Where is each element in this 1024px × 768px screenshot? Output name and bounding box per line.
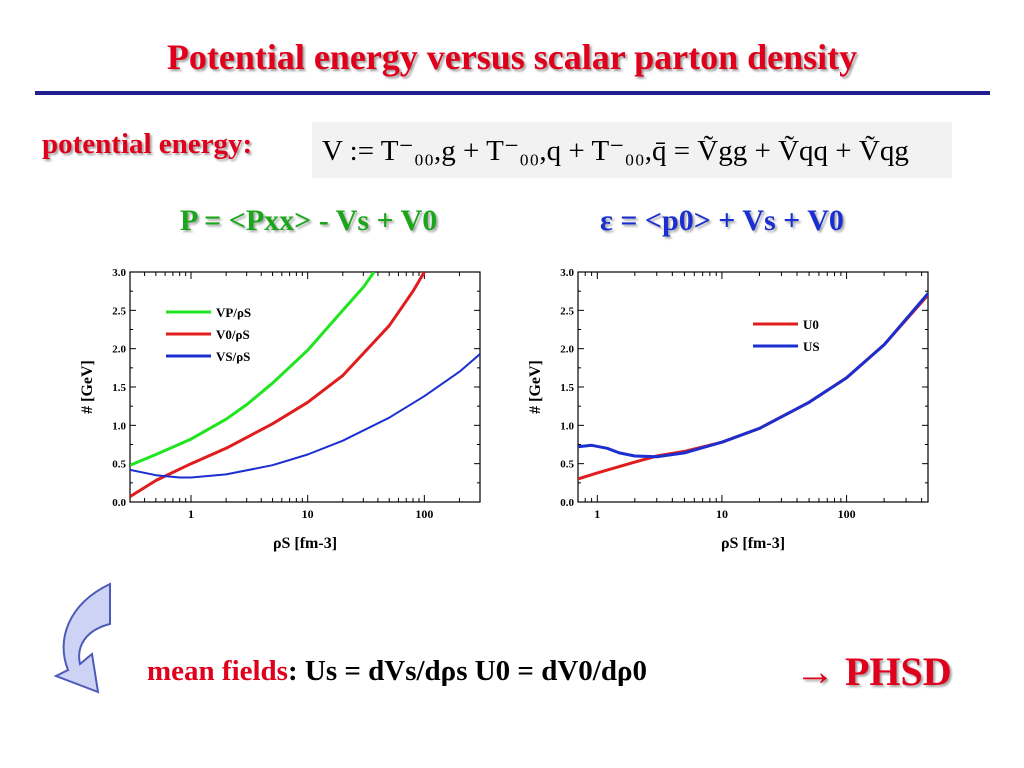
- legend-label: US: [803, 339, 820, 354]
- phsd-label: → PHSD: [795, 648, 952, 695]
- y-tick-label: 3.0: [112, 267, 126, 279]
- title-divider: [35, 91, 990, 95]
- energy-density-equation: ε = <p0> + Vs + V0: [600, 204, 844, 237]
- y-tick-label: 0.5: [560, 459, 574, 471]
- x-tick-label: 1: [594, 507, 600, 521]
- y-tick-label: 3.0: [560, 267, 574, 279]
- y-tick-label: 0.0: [560, 497, 574, 509]
- y-axis-label: # [GeV]: [527, 360, 544, 414]
- y-tick-label: 2.5: [112, 305, 126, 317]
- x-tick-label: 100: [415, 507, 433, 521]
- legend-label: VP/ρS: [216, 305, 251, 320]
- y-tick-label: 1.0: [112, 420, 126, 432]
- left-chart-svg: 0.0 0.5 1.0 1.5 2.0 2.5 3.0 1 10 100 # [GeV] ρS [fm…: [79, 267, 481, 552]
- legend-label: U0: [803, 317, 819, 332]
- right-chart: 0.0 0.5 1.0 1.5 2.0 2.5 3.0 1 10 100 # [GeV] ρS [fm…: [518, 262, 948, 567]
- legend-label: V0/ρS: [216, 327, 250, 342]
- x-axis-label: ρS [fm-3]: [273, 535, 337, 552]
- series-line-1: [130, 272, 376, 467]
- y-tick-label: 1.5: [560, 382, 574, 394]
- mean-fields-equations: : Us = dVs/dρs U0 = dV0/dρ0: [287, 655, 647, 687]
- potential-energy-label: potential energy:: [42, 128, 253, 160]
- potential-formula: V := T⁻₀₀,g + T⁻₀₀,q + T⁻₀₀,q̄ = Ṽgg + Ṽ…: [312, 122, 952, 178]
- legend-label: VS/ρS: [216, 349, 250, 364]
- plot-frame: [577, 271, 929, 503]
- right-chart-svg: 0.0 0.5 1.0 1.5 2.0 2.5 3.0 1 10 100 # [GeV] ρS [fm…: [527, 267, 929, 552]
- y-tick-label: 2.0: [560, 344, 574, 356]
- y-tick-label: 0.5: [112, 459, 126, 471]
- series-line-2: [578, 292, 928, 459]
- series-line-3: [130, 353, 480, 479]
- x-tick-label: 1: [188, 507, 194, 521]
- left-chart: 0.0 0.5 1.0 1.5 2.0 2.5 3.0 1 10 100 # [GeV] ρS [fm…: [70, 262, 500, 567]
- y-tick-label: 1.5: [112, 382, 126, 394]
- x-tick-label: 10: [302, 507, 314, 521]
- y-tick-label: 1.0: [560, 420, 574, 432]
- curved-arrow-icon: [53, 582, 111, 694]
- x-tick-label: 10: [716, 507, 728, 521]
- series-line-2: [130, 272, 426, 498]
- x-tick-label: 100: [838, 507, 856, 521]
- pressure-equation: P = <Pxx> - Vs + V0: [180, 204, 438, 237]
- slide-title: Potential energy versus scalar parton de…: [166, 37, 858, 77]
- x-axis-label: ρS [fm-3]: [721, 535, 785, 552]
- mean-fields-line: mean fields: Us = dVs/dρs U0 = dV0/dρ0: [147, 655, 647, 688]
- y-axis-label: # [GeV]: [79, 360, 96, 414]
- right-arrow-icon: →: [795, 649, 835, 694]
- phsd-text: PHSD: [845, 649, 952, 694]
- y-tick-label: 2.0: [112, 344, 126, 356]
- mean-fields-word: mean fields: [147, 655, 288, 687]
- y-tick-label: 2.5: [560, 305, 574, 317]
- y-tick-label: 0.0: [112, 497, 126, 509]
- formula-text: V := T⁻₀₀,g + T⁻₀₀,q + T⁻₀₀,q̄ = Ṽgg + Ṽ…: [322, 134, 909, 167]
